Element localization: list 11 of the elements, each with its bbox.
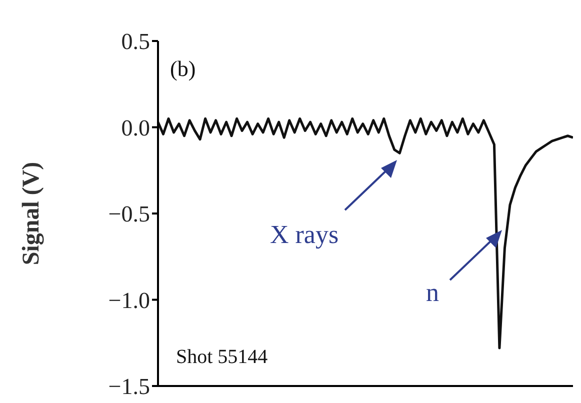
y-tick-label: 0.0: [121, 115, 150, 140]
y-tick-label: −0.5: [108, 202, 150, 227]
annotation: X rays: [270, 220, 339, 250]
line-series: [156, 117, 573, 350]
y-tick-label: −1.5: [108, 374, 150, 400]
y-tick-label: 0.5: [121, 29, 150, 54]
y-tick-label: −1.0: [108, 288, 150, 313]
annotation: (b): [170, 56, 196, 82]
y-axis-title: Signal (V): [18, 162, 45, 266]
annotation: Shot 55144: [176, 346, 268, 369]
annotation: n: [426, 278, 439, 308]
